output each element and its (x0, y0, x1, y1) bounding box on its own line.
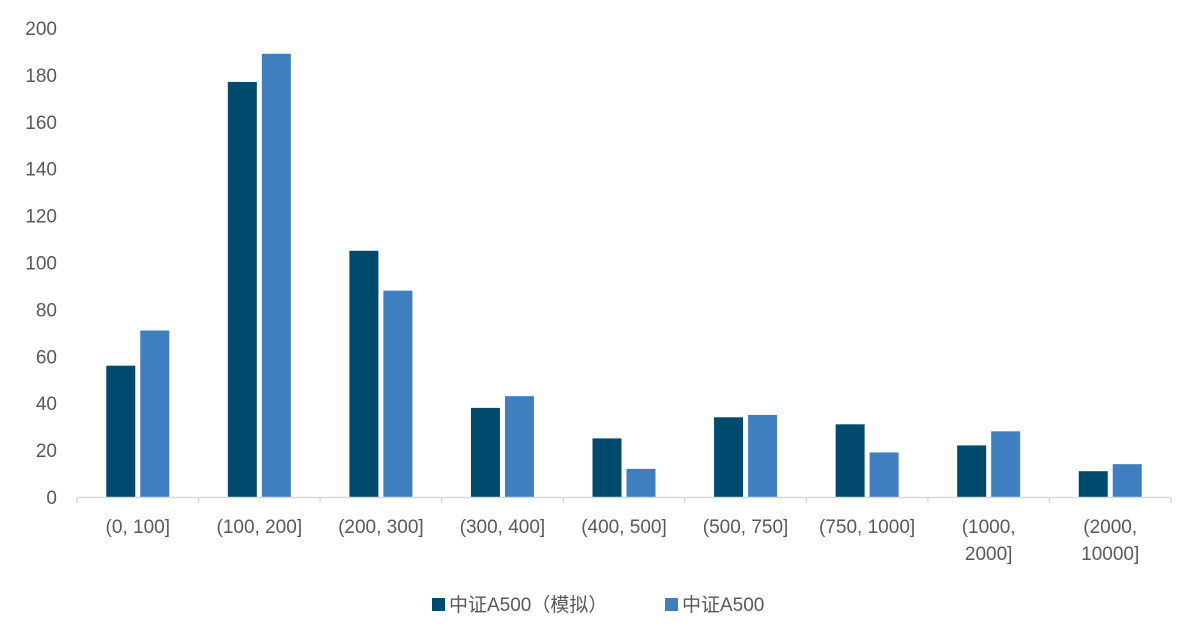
x-category-label: (400, 500] (581, 517, 667, 538)
y-tick-label: 80 (36, 300, 57, 321)
bar-actual-1 (261, 53, 291, 498)
x-category-label-line: (500, 750] (703, 517, 789, 538)
x-category-label: (100, 200] (217, 517, 303, 538)
x-axis-labels: (0, 100] (100, 200] (200, 300] (300, 400] (4… (106, 517, 1140, 565)
y-tick-label: 120 (25, 207, 57, 228)
bar-simulated-7 (957, 445, 987, 497)
x-category-label-line: (300, 400] (460, 517, 546, 538)
x-category-label-line: 2000] (965, 544, 1013, 565)
bar-actual-8 (1112, 464, 1142, 497)
legend-label: 中证A500 (682, 594, 764, 616)
x-category-label: (2000, 10000] (1081, 517, 1139, 565)
legend-swatch (665, 598, 678, 611)
legend-swatch (432, 598, 445, 611)
x-axis-ticks (76, 497, 1172, 503)
y-tick-label: 180 (25, 66, 57, 87)
bar-simulated-6 (835, 424, 865, 497)
x-category-label: (300, 400] (460, 517, 546, 538)
y-tick-label: 160 (25, 113, 57, 134)
legend-label: 中证A500（模拟） (449, 594, 607, 616)
legend: 中证A500（模拟） 中证A500 (432, 594, 764, 616)
bar-actual-6 (869, 452, 899, 497)
y-tick-label: 100 (25, 254, 57, 275)
y-axis-ticks: 0 20 40 60 80 100 120 140 160 180 200 (25, 19, 57, 509)
x-category-label-line: (2000, (1083, 517, 1137, 538)
x-category-label-line: (400, 500] (581, 517, 667, 538)
bar-simulated-8 (1078, 471, 1108, 497)
bar-simulated-3 (470, 407, 500, 497)
bar-simulated-2 (349, 250, 379, 497)
bar-actual-2 (383, 290, 413, 497)
bar-simulated-0 (106, 365, 136, 497)
x-category-label-line: (1000, (962, 517, 1016, 538)
x-category-label-line: 10000] (1081, 544, 1139, 565)
y-tick-label: 0 (46, 488, 57, 509)
x-category-label: (200, 300] (338, 517, 424, 538)
bar-simulated-1 (227, 81, 257, 497)
bar-actual-4 (626, 468, 656, 497)
bar-actual-3 (504, 396, 534, 497)
x-category-label: (0, 100] (106, 517, 170, 538)
x-category-label: (750, 1000] (819, 517, 915, 538)
bar-series (106, 53, 1142, 498)
y-tick-label: 200 (25, 19, 57, 40)
x-category-label-line: (0, 100] (106, 517, 170, 538)
bar-actual-0 (140, 330, 170, 497)
y-tick-label: 20 (36, 441, 57, 462)
x-category-label: (500, 750] (703, 517, 789, 538)
bar-simulated-4 (592, 438, 622, 497)
bar-actual-5 (748, 414, 778, 497)
x-category-label-line: (200, 300] (338, 517, 424, 538)
x-category-label-line: (100, 200] (217, 517, 303, 538)
bar-simulated-5 (714, 417, 744, 497)
y-tick-label: 40 (36, 394, 57, 415)
x-category-label-line: (750, 1000] (819, 517, 915, 538)
y-tick-label: 140 (25, 160, 57, 181)
y-tick-label: 60 (36, 347, 57, 368)
x-category-label: (1000, 2000] (962, 517, 1016, 565)
bar-actual-7 (991, 431, 1021, 497)
